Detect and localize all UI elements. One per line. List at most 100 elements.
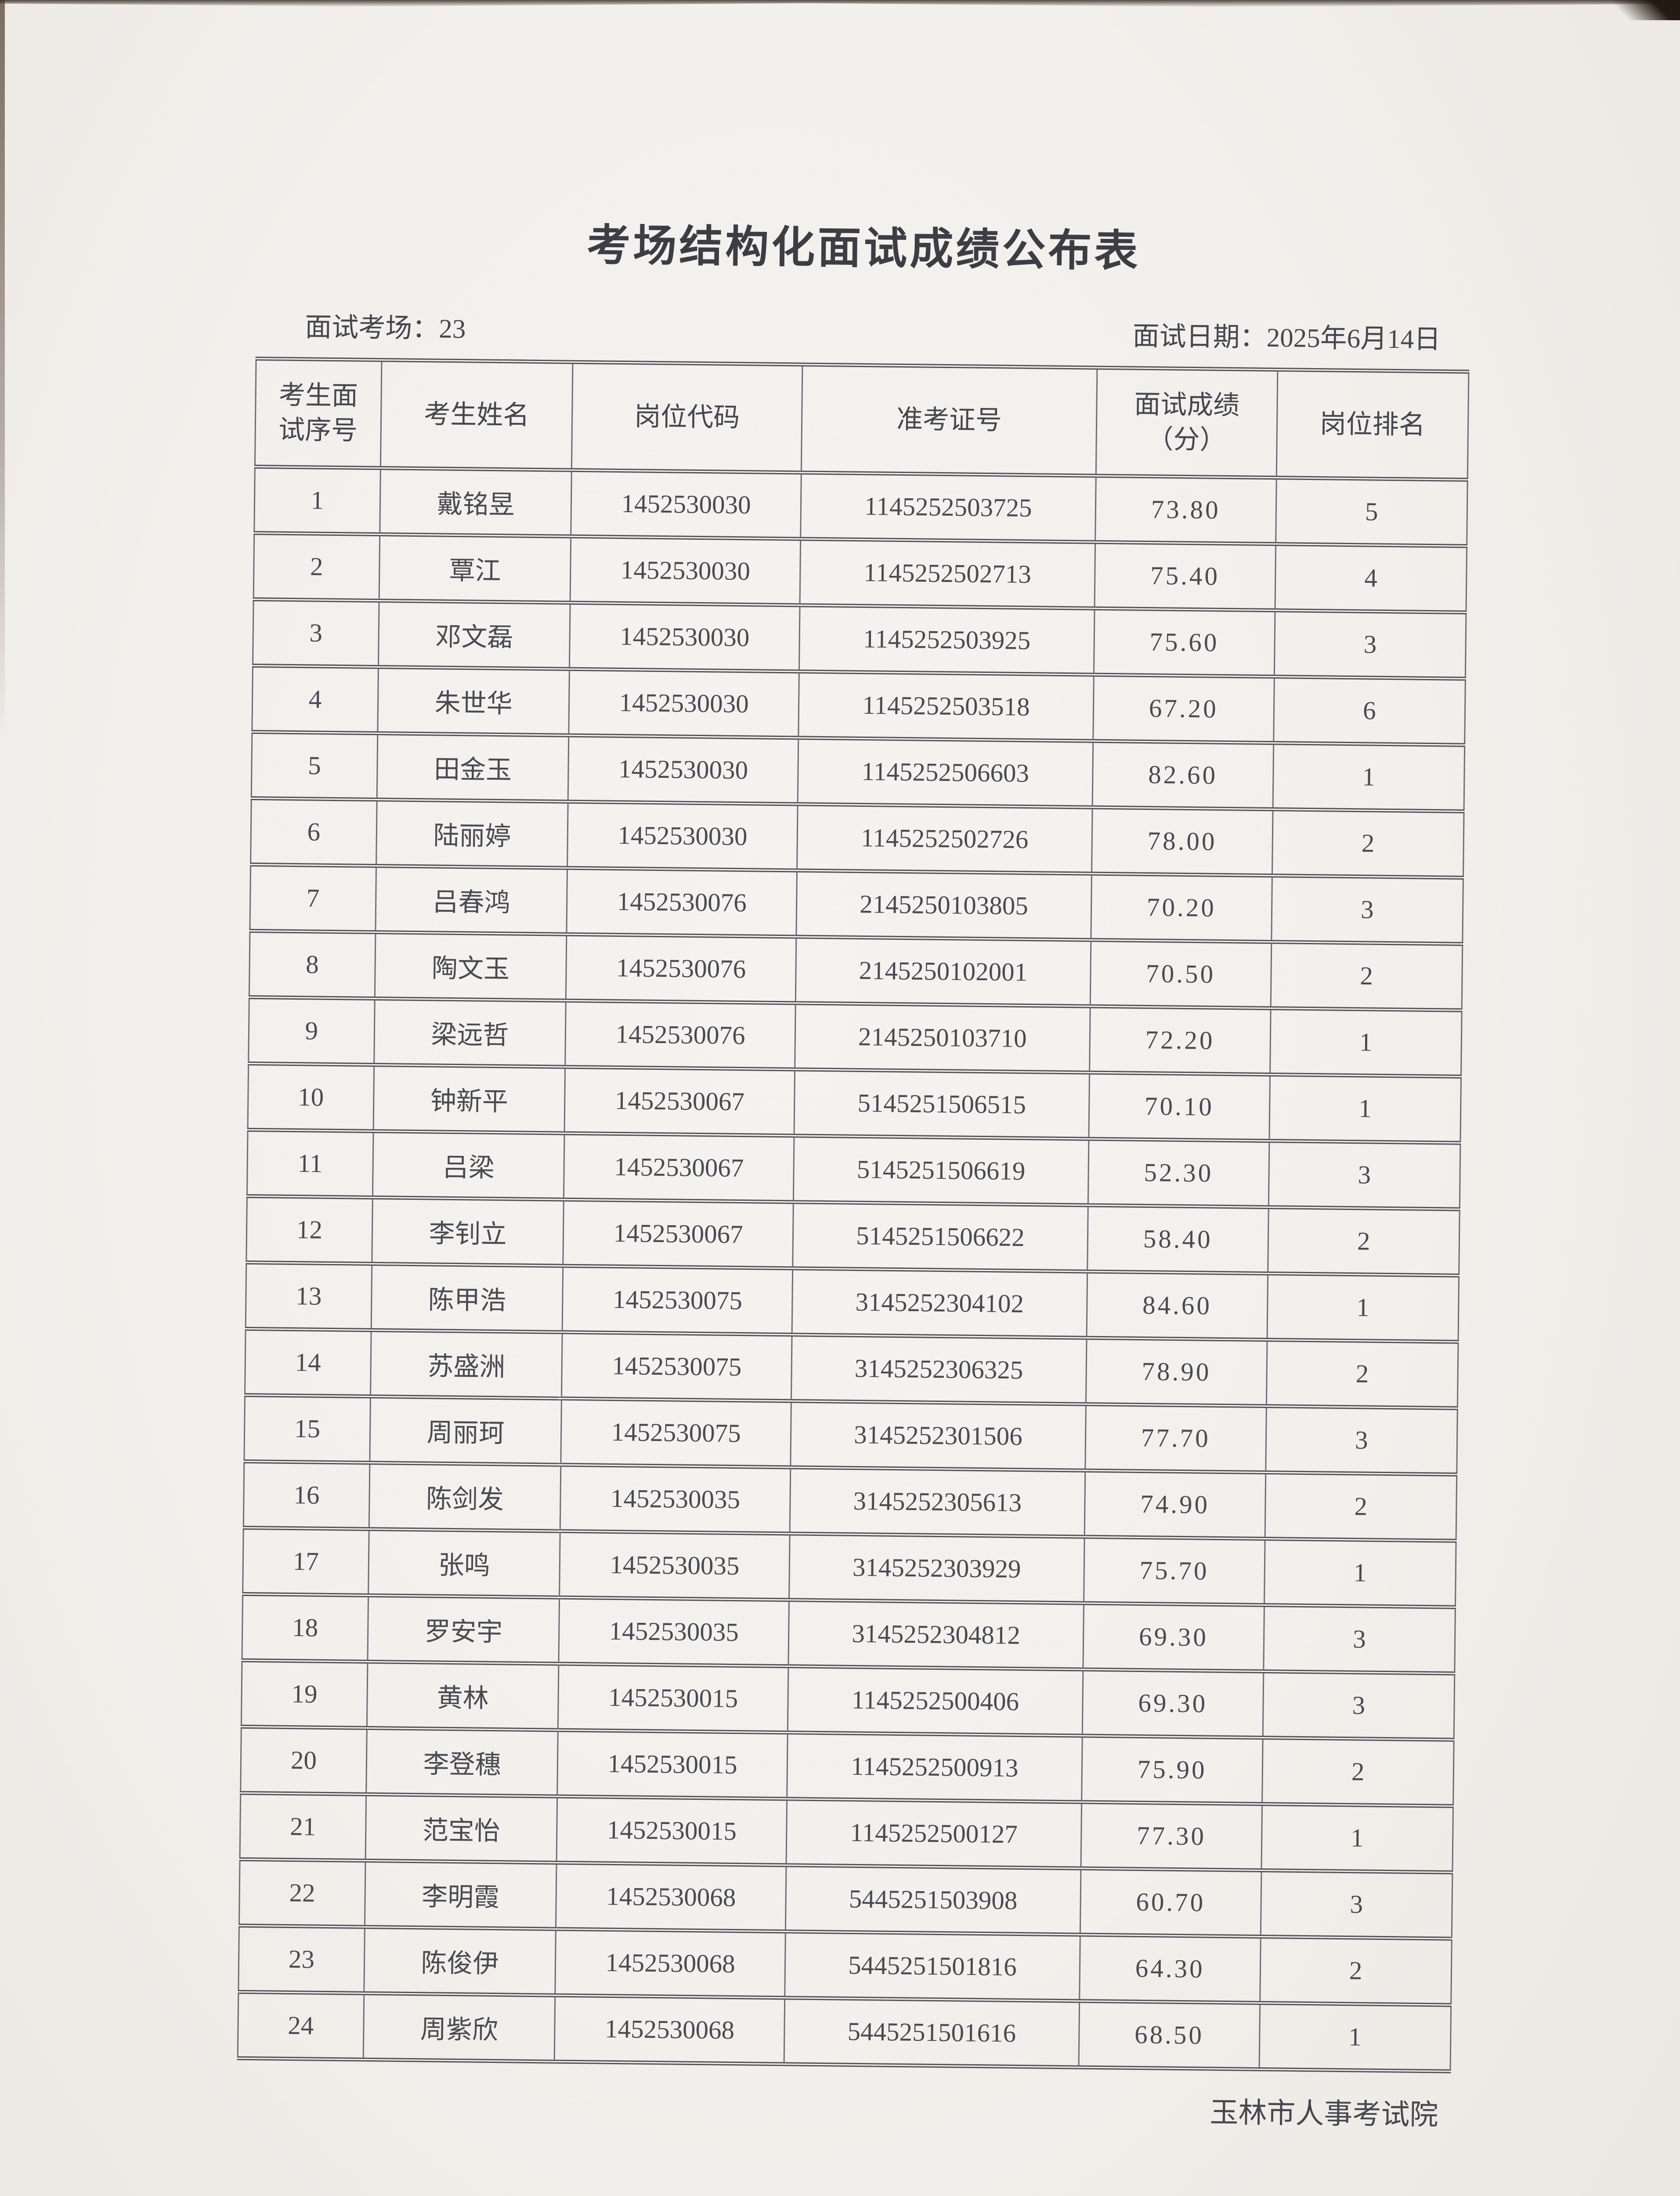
cell-ticket-no: 1145252502726 [797, 804, 1093, 874]
cell-score: 73.80 [1095, 476, 1276, 544]
cell-job-code: 1452530075 [562, 1266, 793, 1335]
cell-job-code: 1452530067 [563, 1199, 794, 1268]
cell-job-code: 1452530030 [570, 536, 801, 605]
table-row: 16 陈剑发 1452530035 3145252305613 74.90 2 [243, 1461, 1457, 1541]
cell-name: 吕春鸿 [375, 866, 567, 935]
cell-name: 周紫欣 [363, 1993, 556, 2062]
table-body: 1 戴铭昱 1452530030 1145252503725 73.80 5 2… [238, 466, 1468, 2072]
cell-rank: 1 [1261, 1804, 1453, 1873]
cell-seq: 17 [242, 1528, 369, 1596]
cell-rank: 6 [1273, 676, 1466, 745]
cell-name: 覃江 [379, 534, 571, 603]
cell-job-code: 1452530015 [558, 1664, 788, 1733]
cell-name: 陈俊伊 [364, 1927, 556, 1995]
cell-ticket-no: 5445251503908 [785, 1865, 1081, 1935]
date-label: 面试日期：2025年6月14日 [1132, 321, 1441, 355]
cell-rank: 2 [1266, 1340, 1458, 1409]
scan-edge-left [0, 0, 5, 738]
scan-edge-top [0, 0, 1680, 7]
cell-ticket-no: 3145252306325 [791, 1334, 1087, 1404]
table-row: 7 吕春鸿 1452530076 2145250103805 70.20 3 [249, 864, 1463, 944]
cell-job-code: 1452530030 [569, 603, 800, 672]
cell-score: 67.20 [1093, 675, 1274, 743]
cell-seq: 2 [253, 533, 380, 601]
cell-score: 52.30 [1088, 1139, 1269, 1207]
table-row: 21 范宝怡 1452530015 1145252500127 77.30 1 [240, 1793, 1453, 1873]
table-row: 23 陈俊伊 1452530068 5445251501816 64.30 2 [238, 1925, 1452, 2005]
table-row: 11 吕梁 1452530067 5145251506619 52.30 3 [247, 1130, 1460, 1210]
cell-seq: 16 [243, 1461, 370, 1529]
table-row: 4 朱世华 1452530030 1145252503518 67.20 6 [252, 665, 1466, 745]
cell-score: 78.90 [1086, 1337, 1267, 1406]
header-name: 考生姓名 [380, 360, 573, 470]
cell-job-code: 1452530035 [560, 1465, 791, 1534]
cell-ticket-no: 5145251506622 [792, 1202, 1088, 1271]
cell-job-code: 1452530015 [556, 1796, 787, 1865]
cell-rank: 3 [1263, 1605, 1456, 1674]
cell-rank: 1 [1267, 1273, 1459, 1342]
score-table: 考生面 试序号 考生姓名 岗位代码 准考证号 面试成绩 （分） 岗位排名 1 戴… [237, 357, 1470, 2073]
page-title: 考场结构化面试成绩公布表 [586, 222, 1141, 276]
cell-name: 罗安宇 [367, 1595, 560, 1664]
cell-rank: 4 [1275, 544, 1467, 613]
cell-score: 69.30 [1082, 1669, 1264, 1738]
cell-name: 周丽珂 [369, 1396, 562, 1465]
cell-name: 戴铭昱 [379, 468, 572, 537]
issuer-label: 玉林市人事考试院 [1210, 2097, 1438, 2131]
cell-name: 田金玉 [376, 733, 569, 802]
cell-seq: 22 [239, 1859, 365, 1927]
cell-score: 82.60 [1092, 741, 1274, 809]
cell-job-code: 1452530067 [564, 1067, 795, 1136]
cell-score: 69.30 [1083, 1603, 1265, 1672]
cell-ticket-no: 3145252304102 [791, 1268, 1087, 1338]
cell-seq: 20 [240, 1726, 367, 1795]
table-row: 15 周丽珂 1452530075 3145252301506 77.70 3 [244, 1395, 1458, 1475]
cell-job-code: 1452530035 [559, 1597, 789, 1666]
cell-score: 70.50 [1090, 940, 1272, 1008]
cell-job-code: 1452530068 [555, 1929, 786, 1998]
cell-job-code: 1452530067 [564, 1133, 794, 1202]
cell-seq: 6 [250, 798, 377, 866]
table-row: 13 陈甲浩 1452530075 3145252304102 84.60 1 [246, 1262, 1459, 1342]
cell-job-code: 1452530030 [567, 802, 798, 870]
cell-score: 78.00 [1091, 807, 1273, 876]
cell-ticket-no: 1145252503725 [800, 472, 1096, 542]
cell-ticket-no: 1145252506603 [797, 737, 1093, 808]
cell-rank: 1 [1270, 1008, 1462, 1077]
cell-seq: 1 [254, 466, 381, 535]
cell-score: 70.10 [1088, 1073, 1270, 1141]
cell-name: 张鸣 [368, 1529, 560, 1598]
cell-job-code: 1452530030 [571, 470, 802, 539]
cell-ticket-no: 1145252500913 [787, 1732, 1083, 1802]
cell-rank: 2 [1262, 1737, 1454, 1806]
cell-rank: 2 [1268, 1207, 1460, 1276]
cell-name: 梁远哲 [374, 998, 566, 1067]
header-ticket-no: 准考证号 [801, 364, 1097, 476]
cell-name: 邓文磊 [378, 600, 571, 669]
cell-score: 75.60 [1094, 608, 1275, 677]
table-row: 2 覃江 1452530030 1145252502713 75.40 4 [253, 533, 1467, 613]
cell-ticket-no: 1145252503925 [799, 605, 1095, 675]
cell-score: 64.30 [1079, 1934, 1261, 2003]
cell-job-code: 1452530030 [568, 735, 798, 804]
cell-seq: 3 [253, 599, 379, 667]
cell-seq: 10 [248, 1063, 374, 1131]
cell-score: 77.70 [1085, 1404, 1266, 1473]
cell-ticket-no: 5445251501816 [784, 1931, 1080, 2001]
scan-corner-top-right [1605, 0, 1680, 20]
table-row: 12 李钊立 1452530067 5145251506622 58.40 2 [246, 1196, 1460, 1276]
cell-rank: 3 [1262, 1671, 1455, 1740]
cell-score: 84.60 [1087, 1271, 1268, 1340]
cell-job-code: 1452530015 [557, 1730, 788, 1799]
cell-name: 朱世华 [377, 667, 570, 736]
cell-rank: 3 [1260, 1870, 1452, 1939]
cell-job-code: 1452530035 [559, 1531, 790, 1600]
cell-name: 李钊立 [372, 1197, 564, 1266]
table-row: 24 周紫欣 1452530068 5445251501616 68.50 1 [238, 1992, 1451, 2072]
cell-score: 70.20 [1091, 874, 1272, 942]
header-seq: 考生面 试序号 [255, 358, 382, 468]
table-row: 5 田金玉 1452530030 1145252506603 82.60 1 [251, 732, 1465, 812]
cell-seq: 7 [249, 864, 376, 932]
cell-job-code: 1452530076 [566, 934, 796, 1003]
